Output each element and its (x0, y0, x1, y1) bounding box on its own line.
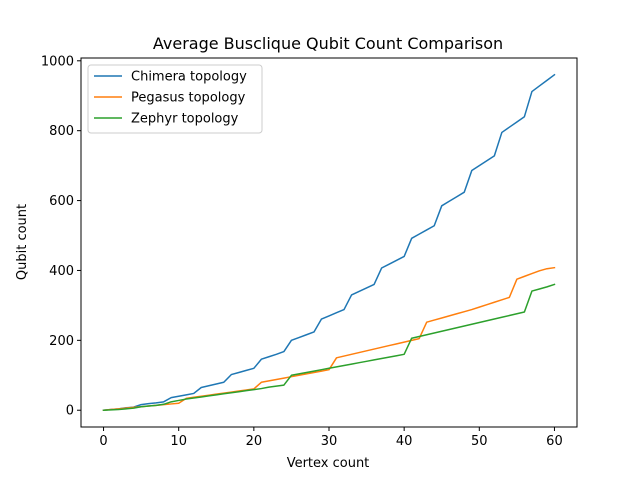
y-axis-ticks: 0 200 400 600 800 1000 (41, 54, 81, 419)
y-tick-label: 800 (49, 124, 74, 139)
legend-box (87, 64, 263, 134)
y-tick-label: 0 (66, 404, 74, 419)
y-tick-label: 1000 (41, 54, 74, 69)
x-axis-label: Vertex count (287, 456, 370, 471)
x-tick-label: 60 (546, 434, 563, 449)
series-lines (102, 73, 556, 412)
legend-label-1: Pegasus topology (131, 91, 246, 106)
x-axis-ticks: 0 10 20 30 40 50 60 (99, 427, 563, 449)
legend-label-0: Chimera topology (131, 70, 247, 85)
chart-title: Average Busclique Qubit Count Comparison (153, 34, 503, 53)
series-line-1 (102, 266, 556, 412)
x-tick-label: 10 (170, 434, 187, 449)
legend: Chimera topology Pegasus topology Zephyr t… (87, 64, 263, 134)
y-tick-label: 200 (49, 334, 74, 349)
series-line-2 (102, 283, 556, 412)
x-tick-label: 30 (321, 434, 338, 449)
x-tick-label: 50 (471, 434, 488, 449)
x-tick-label: 0 (99, 434, 107, 449)
y-tick-label: 400 (49, 264, 74, 279)
x-tick-label: 20 (246, 434, 263, 449)
y-tick-label: 600 (49, 194, 74, 209)
series-line-0 (102, 73, 556, 412)
y-axis-label: Qubit count (15, 204, 30, 280)
x-tick-label: 40 (396, 434, 413, 449)
legend-label-2: Zephyr topology (131, 112, 239, 127)
